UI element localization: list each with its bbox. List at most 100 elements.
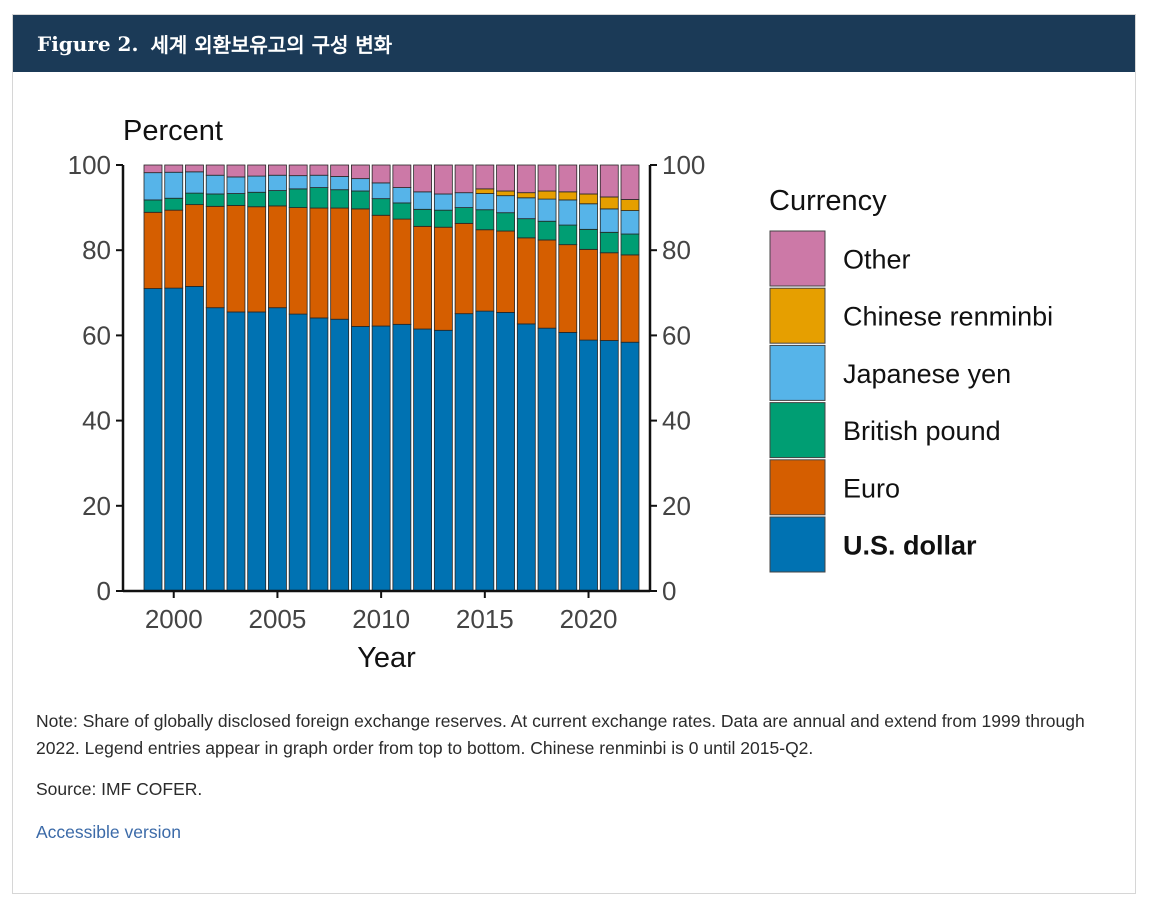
x-tick-label: 2015 <box>456 604 514 634</box>
bar-segment <box>496 190 515 197</box>
bar-segment <box>226 176 246 194</box>
legend-title: Currency <box>769 185 887 217</box>
legend-key-swatch <box>769 287 826 344</box>
bar-segment <box>454 192 474 209</box>
bar-segment <box>599 231 619 254</box>
bar-segment <box>620 254 640 343</box>
bar-segment <box>330 176 350 191</box>
y-tick-label-left: 60 <box>82 320 111 350</box>
bar-segment <box>164 171 184 199</box>
bar-segment <box>454 313 474 592</box>
bar-segment <box>371 164 391 184</box>
bar-segment <box>226 205 246 313</box>
bar-segment <box>537 164 557 192</box>
x-tick-label: 2000 <box>145 604 203 634</box>
bar-segment <box>496 212 515 232</box>
bar-segment <box>475 310 495 592</box>
bar-segment <box>330 189 350 209</box>
bar-segment <box>247 311 267 592</box>
bar-segment <box>433 209 453 228</box>
bar-segment <box>247 175 267 193</box>
bar-segment <box>164 164 184 173</box>
figure-title: 세계 외환보유고의 구성 변화 <box>150 33 393 57</box>
bar-segment <box>496 230 515 313</box>
bar-segment <box>516 164 536 194</box>
bar-segment <box>579 203 598 230</box>
bar-segment <box>599 164 619 198</box>
y-tick-label-right: 60 <box>662 320 691 350</box>
bar-segment <box>330 164 350 177</box>
bar-segment <box>185 171 204 194</box>
bar-segment <box>371 182 391 200</box>
bar-segment <box>288 313 308 592</box>
bar-segment <box>537 220 557 241</box>
legend-entry-label: Other <box>843 245 911 275</box>
bar-segment <box>371 325 391 592</box>
bar-segment <box>579 193 598 205</box>
bar-segment <box>475 193 495 211</box>
legend-key-swatch <box>769 459 826 516</box>
bar-segment <box>205 174 225 195</box>
y-tick-label-right: 40 <box>662 406 691 436</box>
bar-segment <box>413 191 433 210</box>
bar-segment <box>496 164 515 192</box>
bar-segment <box>247 191 267 208</box>
bar-segment <box>620 341 640 592</box>
bar-segment <box>143 211 163 289</box>
bar-segment <box>205 307 225 592</box>
bar-segment <box>288 207 308 315</box>
bar-segment <box>143 199 163 213</box>
y-tick-label-left: 80 <box>82 235 111 265</box>
bar-segment <box>309 207 329 319</box>
bar-segment <box>558 191 578 201</box>
bar-segment <box>599 340 619 592</box>
bar-segment <box>309 187 329 209</box>
bar-segment <box>350 190 370 210</box>
figure-source: Source: IMF COFER. <box>36 779 203 799</box>
accessible-version-link[interactable]: Accessible version <box>36 822 181 842</box>
y-tick-label-left: 20 <box>82 491 111 521</box>
figure-number: Figure 2. <box>37 31 139 56</box>
bar-segment <box>268 174 287 191</box>
bar-segment <box>309 317 329 592</box>
bar-segment <box>392 164 412 188</box>
bar-segment <box>516 192 536 199</box>
bar-segment <box>454 164 474 194</box>
bar-segment <box>413 208 433 227</box>
x-axis-title: Year <box>357 642 416 674</box>
bar-segment <box>558 164 578 193</box>
bar-segment <box>205 193 225 207</box>
bar-segment <box>475 188 495 194</box>
bar-segment <box>579 248 598 341</box>
legend-key-swatch <box>769 402 826 459</box>
bar-segment <box>558 224 578 246</box>
bar-segment <box>433 226 453 331</box>
bar-segment <box>537 198 557 222</box>
bar-segment <box>433 164 453 195</box>
x-tick-label: 2005 <box>249 604 307 634</box>
bar-segment <box>247 164 267 177</box>
bar-segment <box>475 229 495 312</box>
bar-segment <box>413 164 433 193</box>
bar-segment <box>558 244 578 333</box>
bar-segment <box>350 178 370 192</box>
legend-key-swatch <box>769 230 826 287</box>
bar-segment <box>599 196 619 210</box>
bar-segment <box>288 175 308 190</box>
bar-segment <box>433 329 453 592</box>
bar-segment <box>330 318 350 592</box>
bar-segment <box>537 190 557 200</box>
bar-segment <box>413 225 433 330</box>
legend-entry-label: U.S. dollar <box>843 531 977 561</box>
bar-segment <box>143 288 163 592</box>
bar-segment <box>288 188 308 209</box>
figure-note: Note: Share of globally disclosed foreig… <box>36 711 1085 758</box>
bar-segment <box>185 192 204 206</box>
bar-segment <box>143 172 163 201</box>
bar-segment <box>226 193 246 206</box>
bar-segment <box>350 208 370 327</box>
legend-key-swatch <box>769 516 826 573</box>
bar-segment <box>185 204 204 287</box>
y-axis-title: Percent <box>123 115 223 147</box>
